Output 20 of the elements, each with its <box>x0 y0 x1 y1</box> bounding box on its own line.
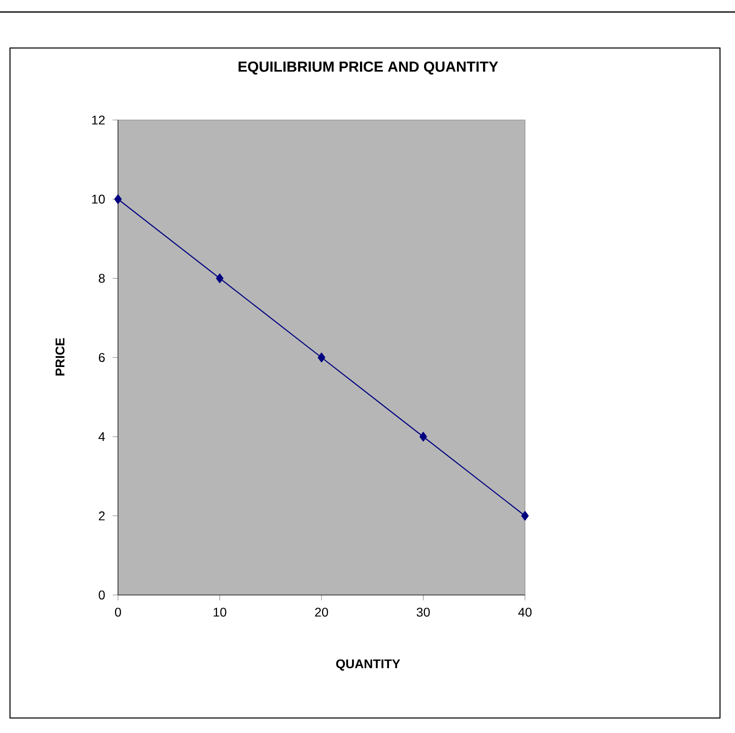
y-tick-label: 4 <box>98 432 105 442</box>
y-tick-label: 8 <box>98 274 105 283</box>
y-tick-label: 0 <box>98 590 105 600</box>
point <box>318 352 326 362</box>
y-tick-label: 2 <box>98 511 105 520</box>
y-tick-label: 12 <box>92 116 105 124</box>
x-tick-label: 40 <box>518 608 532 617</box>
x-tick-label: 20 <box>315 608 328 617</box>
x-tick-label: 0 <box>114 608 122 617</box>
point <box>114 194 122 204</box>
x-tick-label: 10 <box>214 608 226 617</box>
x-tick-label: 30 <box>416 608 430 617</box>
y-tick-label: 6 <box>98 353 105 362</box>
y-tick-label: 10 <box>92 194 105 204</box>
x-axis-title: QUANTITY <box>336 659 400 671</box>
point <box>216 274 224 284</box>
point <box>420 432 427 442</box>
y-axis-title: PRICE <box>56 338 64 376</box>
chart-title: EQUILIBRIUM PRICE AND QUANTITY <box>238 61 498 75</box>
point <box>521 511 529 521</box>
